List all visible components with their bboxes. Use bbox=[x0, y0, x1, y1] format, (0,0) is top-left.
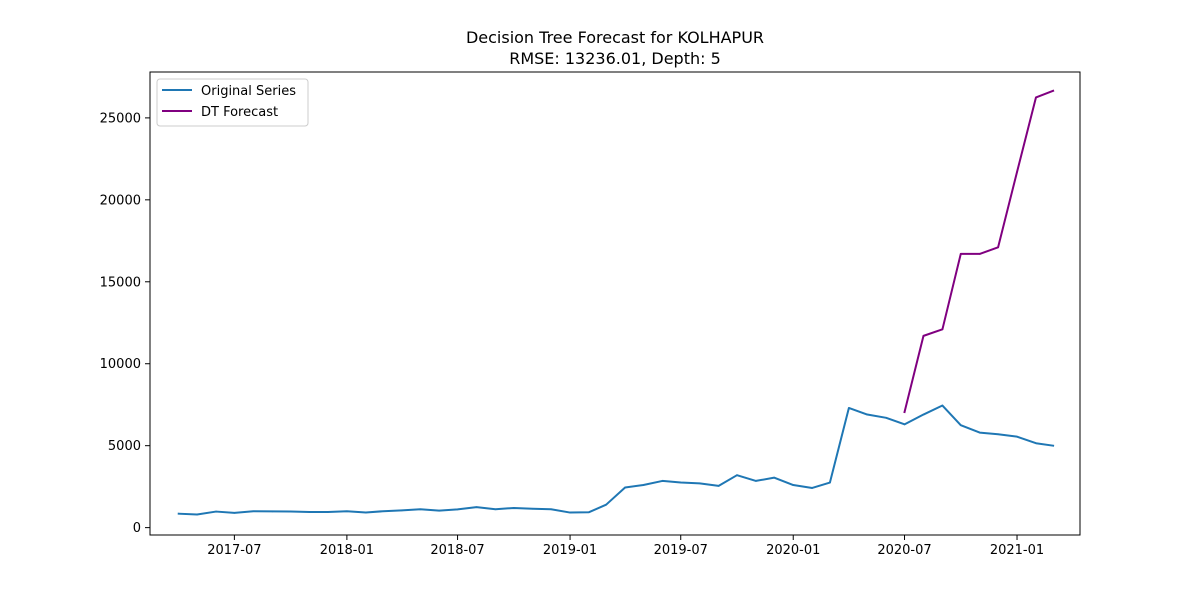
data-point-dt-forecast bbox=[1052, 90, 1054, 92]
data-point-dt-forecast bbox=[1016, 171, 1018, 173]
data-point-original-series bbox=[755, 480, 757, 482]
data-point-original-series bbox=[289, 510, 292, 513]
data-point-original-series bbox=[494, 508, 497, 511]
x-tick-label: 2019-07 bbox=[654, 543, 708, 558]
data-point-original-series bbox=[866, 413, 869, 416]
x-tick-label: 2018-07 bbox=[430, 543, 484, 558]
series-line-original-series bbox=[177, 404, 1055, 516]
data-point-dt-forecast bbox=[959, 253, 962, 255]
data-point-original-series bbox=[885, 417, 887, 419]
data-point-original-series bbox=[1016, 435, 1018, 438]
x-axis: 2017-07 2018-01 2018-07 2019-01 2019-07 2020-… bbox=[207, 535, 1044, 558]
data-point-original-series bbox=[1052, 444, 1054, 447]
data-point-original-series bbox=[997, 433, 999, 436]
y-tick-label: 10000 bbox=[100, 357, 141, 372]
data-point-dt-forecast bbox=[941, 328, 944, 331]
y-tick-label: 0 bbox=[133, 521, 141, 536]
data-point-dt-forecast bbox=[903, 411, 906, 413]
chart-title: Decision Tree Forecast for KOLHAPUR bbox=[466, 28, 764, 47]
legend-label-original-series: Original Series bbox=[201, 84, 296, 99]
data-point-original-series bbox=[475, 506, 478, 508]
data-point-original-series bbox=[941, 404, 944, 407]
data-point-original-series bbox=[531, 507, 534, 510]
y-tick-label: 15000 bbox=[100, 275, 141, 290]
data-point-original-series bbox=[679, 481, 682, 484]
data-point-original-series bbox=[365, 511, 367, 514]
data-point-original-series bbox=[346, 510, 348, 513]
x-tick-label: 2017-07 bbox=[207, 543, 261, 558]
data-point-original-series bbox=[661, 480, 664, 482]
data-point-original-series bbox=[308, 511, 311, 513]
y-axis: 0 5000 10000 15000 20000 25000 bbox=[100, 111, 150, 536]
data-point-original-series bbox=[717, 485, 720, 487]
data-point-original-series bbox=[698, 482, 701, 485]
data-point-original-series bbox=[215, 510, 217, 513]
data-point-original-series bbox=[401, 509, 403, 512]
data-point-original-series bbox=[252, 510, 255, 513]
x-tick-label: 2020-07 bbox=[877, 543, 931, 558]
y-tick-label: 5000 bbox=[108, 439, 141, 454]
data-point-original-series bbox=[848, 407, 850, 409]
data-point-original-series bbox=[382, 510, 384, 513]
data-point-original-series bbox=[233, 512, 236, 514]
data-point-original-series bbox=[456, 508, 459, 511]
data-point-original-series bbox=[624, 486, 626, 489]
series-layer bbox=[177, 89, 1055, 516]
data-point-original-series bbox=[903, 423, 906, 426]
x-tick-label: 2018-01 bbox=[320, 543, 374, 558]
legend-box bbox=[156, 78, 309, 127]
data-point-original-series bbox=[978, 431, 981, 434]
data-point-original-series bbox=[792, 484, 795, 486]
data-point-original-series bbox=[513, 507, 515, 509]
data-point-original-series bbox=[773, 476, 776, 479]
data-point-dt-forecast bbox=[1035, 96, 1037, 99]
data-point-original-series bbox=[550, 508, 552, 511]
data-point-dt-forecast bbox=[922, 335, 925, 337]
data-point-original-series bbox=[438, 509, 441, 512]
data-point-original-series bbox=[642, 484, 645, 486]
data-point-dt-forecast bbox=[978, 253, 981, 255]
legend: Original Series DT Forecast bbox=[156, 78, 309, 127]
data-point-original-series bbox=[736, 474, 738, 476]
x-tick-label: 2021-01 bbox=[990, 543, 1044, 558]
series-line-dt-forecast bbox=[903, 89, 1055, 414]
data-point-dt-forecast bbox=[997, 246, 999, 249]
data-point-original-series bbox=[829, 481, 831, 484]
data-point-original-series bbox=[419, 508, 422, 511]
legend-label-dt-forecast: DT Forecast bbox=[201, 105, 278, 120]
x-tick-label: 2020-01 bbox=[766, 543, 820, 558]
data-point-original-series bbox=[569, 511, 571, 514]
data-point-original-series bbox=[605, 503, 607, 506]
data-point-original-series bbox=[196, 513, 198, 516]
data-point-original-series bbox=[811, 487, 813, 489]
x-tick-label: 2019-01 bbox=[543, 543, 597, 558]
data-point-original-series bbox=[327, 511, 329, 513]
chart-subtitle: RMSE: 13236.01, Depth: 5 bbox=[509, 49, 721, 68]
y-tick-label: 25000 bbox=[100, 111, 141, 126]
data-point-original-series bbox=[271, 510, 274, 513]
plot-frame bbox=[149, 71, 1081, 536]
data-point-original-series bbox=[588, 511, 590, 514]
data-point-original-series bbox=[1035, 442, 1037, 445]
data-point-original-series bbox=[922, 413, 925, 416]
data-point-original-series bbox=[177, 512, 180, 515]
data-point-original-series bbox=[959, 424, 962, 426]
y-tick-label: 20000 bbox=[100, 193, 141, 208]
